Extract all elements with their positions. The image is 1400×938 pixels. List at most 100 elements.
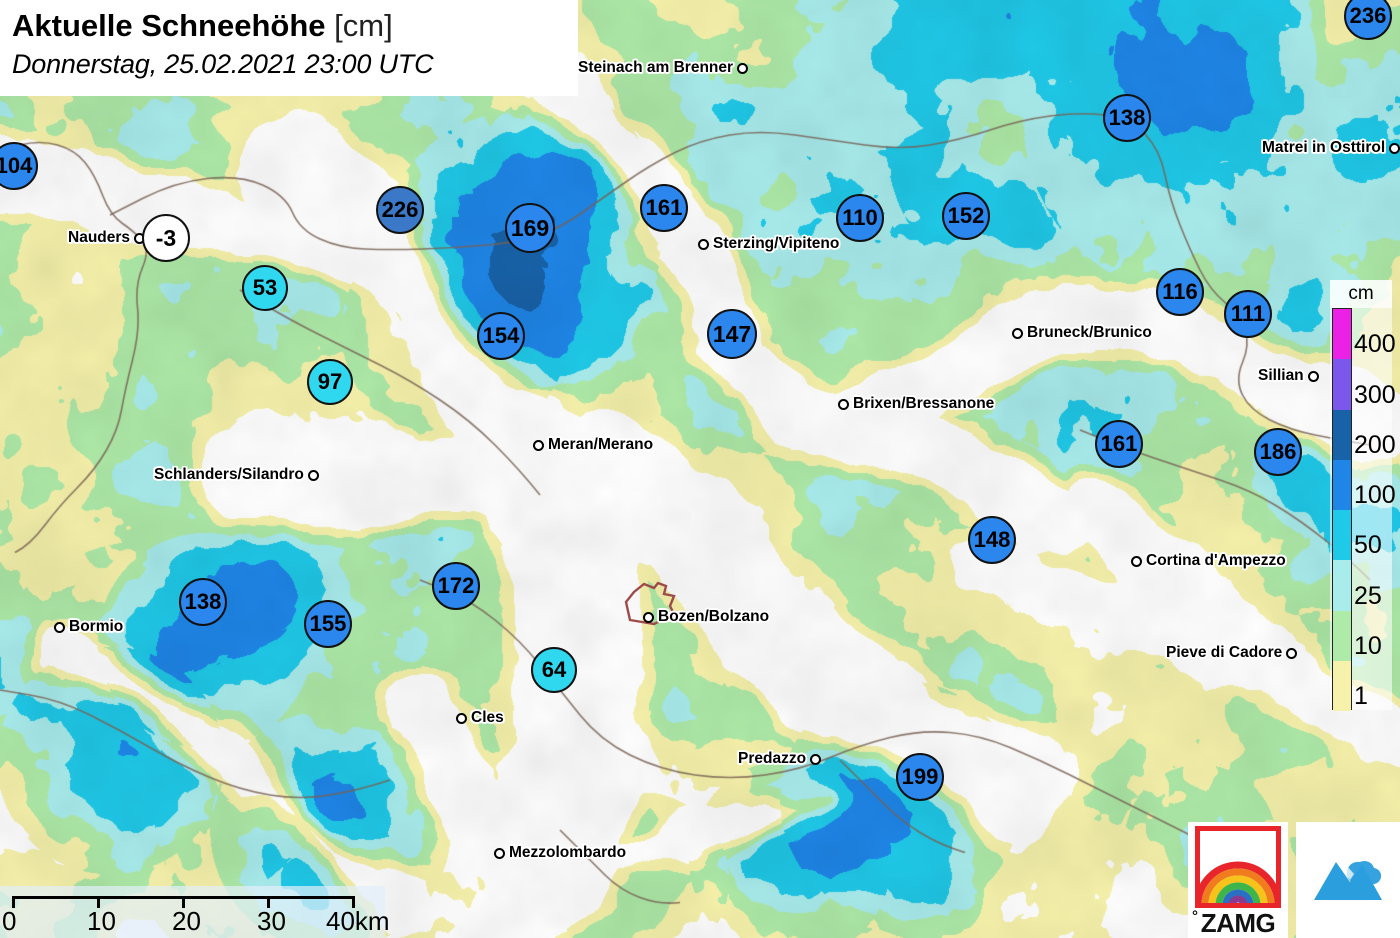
rainbow-icon [1200,861,1276,903]
station-marker[interactable]: 138 [179,578,227,626]
page-title: Aktuelle Schneehöhe [12,8,326,43]
station-marker[interactable]: -3 [142,214,190,262]
station-marker[interactable]: 199 [896,753,944,801]
map-title-line: Aktuelle Schneehöhe [cm] [12,6,568,46]
city-label[interactable]: Pieve di Cadore [1166,644,1298,662]
distance-scale-bar: 0 10 20 30 40km [0,886,390,938]
station-value: 138 [184,589,222,614]
station-value: 152 [947,203,985,228]
city-label[interactable]: Bruneck/Brunico [1012,324,1152,342]
station-marker[interactable]: 161 [1095,420,1143,468]
scale-tick-label: 20 [172,906,201,936]
city-label[interactable]: Brixen/Bressanone [838,395,994,413]
legend-label: 1 [1354,682,1368,710]
legend-color-swatch [1333,459,1351,510]
city-name: Cortina d'Ampezzo [1146,552,1286,569]
city-name: Meran/Merano [548,436,654,453]
title-unit: [cm] [334,8,393,43]
city-label[interactable]: Nauders [68,229,146,247]
city-marker-dot [810,753,822,765]
scale-tick-label: 0 [2,906,17,936]
legend-unit-header: cm [1330,280,1392,308]
city-label[interactable]: Schlanders/Silandro [154,466,319,484]
city-marker-dot [494,847,505,859]
legend-label: 100 [1354,481,1396,509]
city-label[interactable]: Mezzolombardo [494,844,626,862]
station-value: 116 [1162,279,1198,304]
station-value: 147 [712,320,752,347]
station-marker[interactable]: 186 [1254,428,1302,476]
city-name: Sillian [1258,367,1304,384]
station-marker[interactable]: 53 [242,265,288,311]
mountain-cloud-icon [1314,858,1382,900]
city-name: Matrei in Osttirol [1262,139,1386,156]
station-marker[interactable]: 236 [1344,0,1392,40]
city-marker-dot [1307,370,1319,382]
secondary-logo[interactable] [1296,822,1400,938]
legend-color-swatch [1333,660,1351,711]
city-label[interactable]: Bormio [54,618,123,636]
station-marker[interactable]: 148 [968,516,1016,564]
station-value: 97 [317,369,343,394]
city-name: Steinach am Brenner [578,59,734,76]
station-marker[interactable]: 147 [707,309,757,359]
station-marker[interactable]: 155 [304,600,352,648]
station-marker[interactable]: 104 [0,142,38,190]
zamg-logo[interactable]: ° ZAMG [1188,822,1288,938]
city-label[interactable]: Bozen/Bolzano [643,608,769,626]
station-value: 161 [645,195,683,220]
scale-rule [12,896,355,908]
zamg-wordmark: ZAMG [1200,908,1276,938]
station-marker[interactable]: 64 [531,647,577,693]
station-marker[interactable]: 169 [505,203,555,253]
scale-tick [267,896,270,908]
legend-label: 400 [1354,330,1396,359]
station-marker[interactable]: 111 [1224,290,1272,338]
station-marker[interactable]: 152 [942,192,990,240]
map-timestamp: Donnerstag, 25.02.2021 23:00 UTC [12,49,434,79]
station-value: -3 [155,224,177,251]
station-value: 64 [541,657,567,682]
city-name: Bruneck/Brunico [1027,324,1152,341]
city-marker-dot [1389,142,1400,154]
city-label[interactable]: Sillian [1258,367,1319,385]
city-marker-dot [1286,647,1298,659]
station-marker[interactable]: 226 [376,186,424,234]
city-label[interactable]: Steinach am Brenner [578,59,749,77]
city-label[interactable]: Cles [456,709,504,727]
scale-tick [352,896,355,908]
legend-color-swatch [1333,309,1351,360]
zamg-logo-frame [1195,826,1281,908]
color-legend: cm 400 300 200 100 50 25 10 1 [1330,280,1396,711]
legend-color-swatch [1333,359,1351,410]
city-label[interactable]: Predazzo [738,750,822,768]
station-value: 236 [1349,3,1387,28]
city-marker-dot [1012,327,1023,339]
station-marker[interactable]: 154 [477,312,525,360]
station-value: 148 [973,527,1011,552]
station-marker[interactable]: 161 [640,184,688,232]
city-name: Sterzing/Vipiteno [713,235,840,252]
legend-color-swatch [1333,560,1351,611]
station-marker[interactable]: 138 [1103,94,1151,142]
city-label[interactable]: Sterzing/Vipiteno [698,235,839,253]
legend-label: 300 [1354,380,1396,409]
station-value: 199 [901,764,939,789]
station-marker[interactable]: 110 [836,194,884,242]
city-name: Schlanders/Silandro [154,466,304,483]
city-label[interactable]: Matrei in Osttirol [1262,139,1400,157]
scale-tick-label: 10 [87,906,116,936]
scale-tick-label: 30 [257,906,286,936]
station-marker[interactable]: 97 [307,359,353,405]
station-value: 155 [309,611,347,636]
station-marker[interactable]: 172 [432,562,480,610]
city-name: Nauders [68,229,131,246]
station-marker[interactable]: 116 [1156,268,1204,316]
legend-label: 10 [1354,631,1382,660]
city-label[interactable]: Cortina d'Ampezzo [1131,552,1286,570]
city-marker-dot [1131,555,1142,567]
city-label[interactable]: Meran/Merano [533,436,653,454]
station-value: 161 [1100,431,1138,456]
